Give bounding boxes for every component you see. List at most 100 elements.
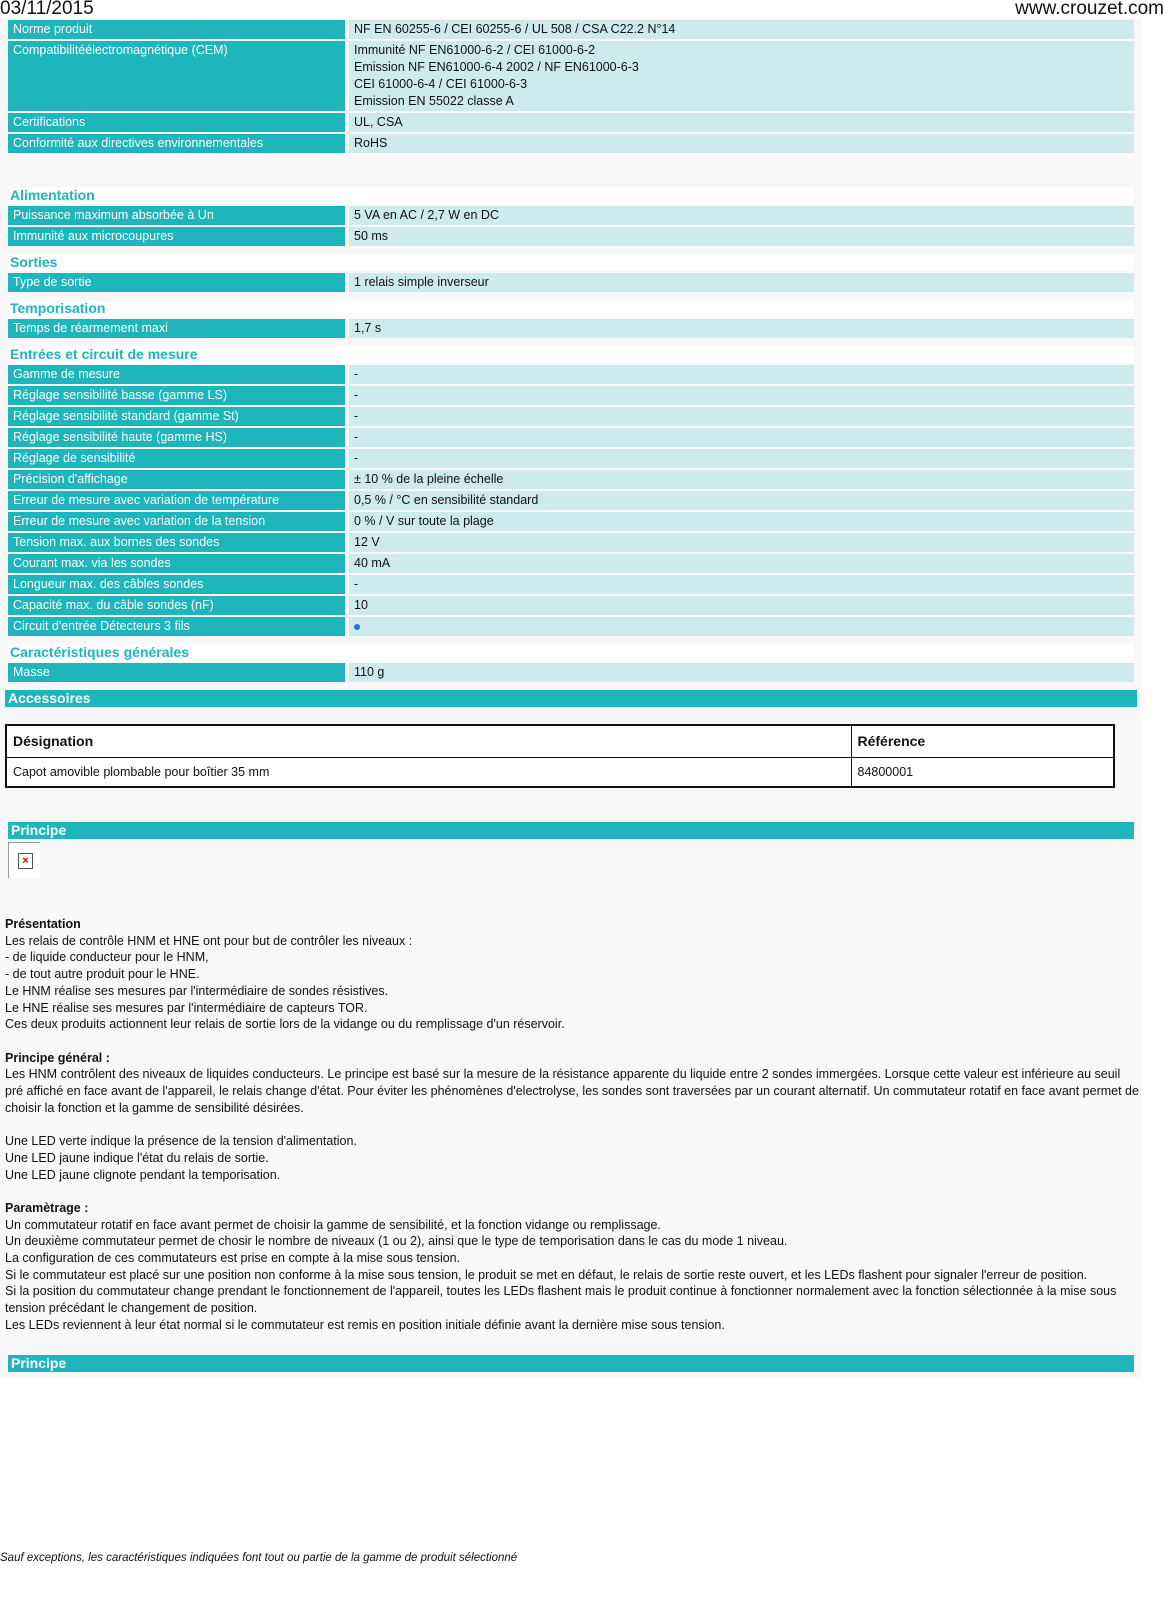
spec-row: Tension max. aux bornes des sondes 12 V (8, 533, 1134, 552)
text-line: Une LED jaune clignote pendant la tempor… (5, 1167, 281, 1182)
spec-value-line: CEI 61000-6-4 / CEI 61000-6-3 (354, 77, 528, 91)
spec-value: RoHS (349, 134, 1134, 153)
spec-label: Tension max. aux bornes des sondes (8, 533, 345, 552)
spec-label: Erreur de mesure avec variation de la te… (8, 512, 345, 531)
spec-row: Conformité aux directives environnementa… (8, 134, 1134, 153)
section-heading: Caractéristiques générales (8, 644, 1134, 661)
spec-label: Réglage sensibilité standard (gamme St) (8, 407, 345, 426)
spec-label: Temps de réarmement maxi (8, 319, 345, 338)
table-row: Capot amovible plombable pour boîtier 35… (5, 756, 1115, 788)
cell-reference: 84800001 (850, 756, 1115, 788)
footer-disclaimer: Sauf exceptions, les caractéristiques in… (0, 1552, 518, 1564)
text-line: Une LED verte indique la présence de la … (5, 1134, 357, 1149)
spec-value: - (349, 428, 1134, 447)
presentation-heading: Présentation (5, 917, 81, 931)
spec-row: Puissance maximum absorbée à Un 5 VA en A… (8, 206, 1134, 225)
spec-value: - (349, 365, 1134, 384)
spec-label: Compatibilitéélectromagnétique (CEM) (8, 41, 345, 111)
text-line: Le HNE réalise ses mesures par l'intermé… (5, 1000, 368, 1015)
broken-image-icon: × (18, 853, 33, 869)
spec-row: Gamme de mesure - (8, 365, 1134, 384)
text-line: - de liquide conducteur pour le HNM, (5, 950, 209, 965)
spec-value-line: Immunité NF EN61000-6-2 / CEI 61000-6-2 (354, 43, 596, 57)
general-paragraph: Les HNM contrôlent des niveaux de liquid… (5, 1067, 1139, 1115)
general-heading: Principe général : (5, 1050, 110, 1065)
section-heading: Temporisation (8, 300, 1134, 317)
site-url: www.crouzet.com (1015, 0, 1164, 19)
print-date: 03/11/2015 (0, 0, 94, 19)
spec-row: Longueur max. des câbles sondes - (8, 575, 1134, 594)
principe-text: Présentation Les relais de contrôle HNM … (5, 916, 1139, 1334)
spec-value: - (349, 575, 1134, 594)
table-header-row: Désignation Référence (5, 724, 1115, 758)
spec-label: Réglage sensibilité basse (gamme LS) (8, 386, 345, 405)
spec-row: Immunité aux microcoupures 50 ms (8, 227, 1134, 246)
spec-label: Masse (8, 663, 345, 682)
spec-value: - (349, 449, 1134, 468)
spec-value: 110 g (349, 663, 1134, 682)
spec-value: 40 mA (349, 554, 1134, 573)
spec-value: 50 ms (349, 227, 1134, 246)
spec-row: Circuit d'entrée Détecteurs 3 fils (8, 617, 1134, 636)
spec-row: Capacité max. du câble sondes (nF) 10 (8, 596, 1134, 615)
spec-value: 0,5 % / °C en sensibilité standard (349, 491, 1134, 510)
spec-value: ± 10 % de la pleine échelle (349, 470, 1134, 489)
spec-row: Certifications UL, CSA (8, 113, 1134, 132)
text-line: Un deuxième commutateur permet de chosir… (5, 1234, 788, 1249)
spec-value-line: Emission NF EN61000-6-4 2002 / NF EN6100… (354, 60, 639, 74)
spec-label: Certifications (8, 113, 345, 132)
text-line: Une LED jaune indique l'état du relais d… (5, 1150, 269, 1165)
text-line: Les relais de contrôle HNM et HNE ont po… (5, 933, 413, 948)
spec-row: Compatibilitéélectromagnétique (CEM) Immu… (8, 41, 1134, 111)
spec-label: Immunité aux microcoupures (8, 227, 345, 246)
column-header-designation: Désignation (5, 724, 852, 758)
section-heading: Sorties (8, 254, 1134, 271)
cell-designation: Capot amovible plombable pour boîtier 35… (5, 756, 852, 788)
spec-row: Réglage sensibilité standard (gamme St) - (8, 407, 1134, 426)
accessories-table: Désignation Référence Capot amovible plom… (5, 724, 1115, 788)
text-line: - de tout autre produit pour le HNE. (5, 967, 200, 982)
principe-title-2: Principe (8, 1355, 1134, 1372)
section-heading: Alimentation (8, 187, 1134, 204)
column-header-reference: Référence (850, 724, 1115, 758)
specs-top-table: Norme produit NF EN 60255-6 / CEI 60255-6… (8, 20, 1134, 155)
spec-value (349, 617, 1134, 636)
spec-label: Précision d'affichage (8, 470, 345, 489)
spec-row: Précision d'affichage ± 10 % de la pleine… (8, 470, 1134, 489)
spec-label: Courant max. via les sondes (8, 554, 345, 573)
spec-row: Temps de réarmement maxi 1,7 s (8, 319, 1134, 338)
spec-sections: Alimentation Puissance maximum absorbée à… (8, 179, 1134, 684)
spec-label: Circuit d'entrée Détecteurs 3 fils (8, 617, 345, 636)
spec-row: Type de sortie 1 relais simple inverseur (8, 273, 1134, 292)
spec-value: 1,7 s (349, 319, 1134, 338)
spec-row: Erreur de mesure avec variation de la te… (8, 512, 1134, 531)
spec-row: Réglage sensibilité haute (gamme HS) - (8, 428, 1134, 447)
spec-label: Réglage de sensibilité (8, 449, 345, 468)
text-line: Le HNM réalise ses mesures par l'intermé… (5, 983, 389, 998)
spec-row: Réglage de sensibilité - (8, 449, 1134, 468)
spec-value: Immunité NF EN61000-6-2 / CEI 61000-6-2 E… (349, 41, 1134, 111)
spec-label: Longueur max. des câbles sondes (8, 575, 345, 594)
spec-value: 5 VA en AC / 2,7 W en DC (349, 206, 1134, 225)
text-line: Les LEDs reviennent à leur état normal s… (5, 1317, 725, 1332)
spec-label: Réglage sensibilité haute (gamme HS) (8, 428, 345, 447)
spec-label: Capacité max. du câble sondes (nF) (8, 596, 345, 615)
spec-value: 12 V (349, 533, 1134, 552)
page-header: 03/11/2015 www.crouzet.com (0, 0, 1164, 19)
spec-value: NF EN 60255-6 / CEI 60255-6 / UL 508 / C… (349, 20, 1134, 39)
spec-label: Norme produit (8, 20, 345, 39)
spec-row: Courant max. via les sondes 40 mA (8, 554, 1134, 573)
spec-row: Masse 110 g (8, 663, 1134, 682)
spec-label: Puissance maximum absorbée à Un (8, 206, 345, 225)
spec-value: - (349, 407, 1134, 426)
spec-row: Erreur de mesure avec variation de tempé… (8, 491, 1134, 510)
section-heading: Entrées et circuit de mesure (8, 346, 1134, 363)
text-line: Si le commutateur est placé sur une posi… (5, 1267, 1088, 1282)
text-line: La configuration de ces commutateurs est… (5, 1251, 461, 1266)
text-line: Un commutateur rotatif en face avant per… (5, 1217, 661, 1232)
spec-value: 1 relais simple inverseur (349, 273, 1134, 292)
spec-label: Conformité aux directives environnementa… (8, 134, 345, 153)
spec-value: 0 % / V sur toute la plage (349, 512, 1134, 531)
spec-row: Norme produit NF EN 60255-6 / CEI 60255-6… (8, 20, 1134, 39)
spec-label: Type de sortie (8, 273, 345, 292)
